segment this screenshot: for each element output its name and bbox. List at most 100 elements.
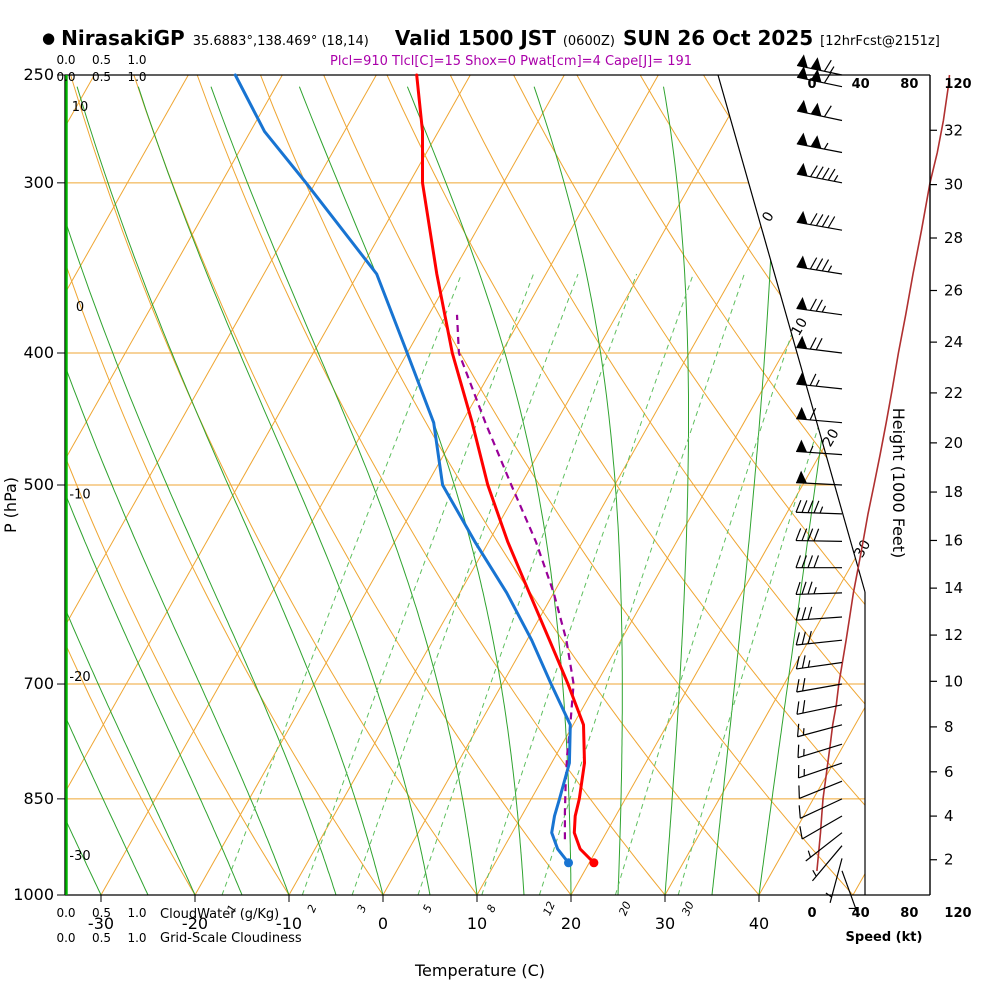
wind-barb-pennant bbox=[796, 470, 807, 484]
parcel-ascent-curve bbox=[455, 314, 575, 840]
wind-barb-full bbox=[813, 555, 820, 568]
cloudiness-scale-top-label: 1.0 bbox=[127, 70, 146, 84]
wind-barb-full bbox=[801, 500, 808, 513]
wind-barb-staff bbox=[829, 858, 843, 903]
moist-adiabat-line bbox=[65, 86, 196, 895]
dry-adiabat-label: -30 bbox=[69, 849, 90, 864]
mixing-ratio-label: 2 bbox=[305, 903, 320, 915]
wind-barb-staff bbox=[796, 266, 843, 275]
height-tick-label: 6 bbox=[944, 763, 954, 781]
mixing-ratio-label: 5 bbox=[420, 903, 435, 915]
cloudwater-scale-top-label: 0.0 bbox=[56, 53, 75, 67]
wind-barb-full bbox=[807, 528, 814, 541]
wind-barb-pennant bbox=[810, 102, 822, 117]
wind-barb-staff bbox=[796, 76, 843, 88]
moist-adiabat-line bbox=[711, 86, 776, 895]
cloudwater-scale-top-label: 1.0 bbox=[127, 53, 146, 67]
wind-barb-staff bbox=[799, 780, 843, 799]
surface-dewpoint-dot bbox=[564, 858, 574, 868]
wind-barb-full bbox=[821, 167, 830, 180]
moist-adiabat-line bbox=[210, 86, 478, 895]
wind-barb-full bbox=[807, 555, 814, 568]
speed-tick-label-top: 80 bbox=[900, 77, 918, 92]
pressure-tick-label: 850 bbox=[23, 789, 54, 808]
wind-barb-half bbox=[807, 850, 812, 858]
cloudiness-scale-bottom-label: 0.5 bbox=[92, 931, 111, 945]
dry-adiabat-label: 10 bbox=[72, 100, 89, 115]
wind-barb-half bbox=[802, 728, 805, 736]
wind-barb-pennant bbox=[796, 210, 808, 225]
cloudiness-axis-title: Grid-Scale Cloudiness bbox=[160, 931, 302, 946]
wind-barb-staff bbox=[797, 724, 843, 738]
wind-barb-staff bbox=[796, 346, 843, 354]
pressure-tick-label: 400 bbox=[23, 343, 54, 362]
wind-barb-staff bbox=[796, 639, 843, 646]
height-tick-label: 28 bbox=[944, 229, 963, 247]
dry-adiabat-label: -10 bbox=[69, 487, 90, 502]
height-tick-label: 12 bbox=[944, 626, 963, 644]
sounding-curves bbox=[233, 73, 599, 868]
wind-barb-full bbox=[809, 298, 817, 311]
wind-barb-staff bbox=[796, 616, 843, 621]
temperature-tick-label: -20 bbox=[182, 914, 208, 933]
wind-barb-full bbox=[795, 581, 801, 595]
wind-barb-full bbox=[815, 166, 824, 179]
wind-barb-half bbox=[813, 586, 817, 595]
wind-barb-full bbox=[801, 528, 808, 541]
wind-barb-pennant bbox=[796, 162, 808, 177]
wind-barb-full bbox=[823, 105, 832, 118]
wind-barb-pennant bbox=[797, 66, 808, 80]
wind-barb-full bbox=[797, 744, 800, 758]
wind-barb-full bbox=[802, 678, 806, 692]
pressure-tick-label: 300 bbox=[23, 173, 54, 192]
wind-barb-full bbox=[795, 499, 802, 513]
height-tick-label: 22 bbox=[944, 384, 963, 402]
valid-time: Valid 1500 JST bbox=[394, 26, 556, 50]
wind-barb-staff bbox=[796, 704, 843, 715]
wind-barb-full bbox=[815, 258, 824, 271]
cloudiness-scale-top-label: 0.5 bbox=[92, 70, 111, 84]
isotherm-line bbox=[664, 75, 865, 895]
wind-barb-half bbox=[815, 379, 820, 387]
wind-barb-full bbox=[821, 215, 830, 228]
height-tick-label: 16 bbox=[944, 531, 963, 549]
wind-barb-staff bbox=[796, 221, 843, 231]
pressure-tick-label: 700 bbox=[23, 674, 54, 693]
dry-adiabat-line bbox=[513, 75, 865, 895]
wind-barb-pennant bbox=[796, 335, 808, 349]
height-axis-title: Height (1000 Feet) bbox=[889, 408, 908, 559]
wind-barb-full bbox=[809, 373, 817, 386]
wind-barb-full bbox=[802, 700, 806, 714]
wind-barb-pennant bbox=[796, 372, 808, 386]
height-tick-label: 18 bbox=[944, 483, 963, 501]
wind-barb-full bbox=[809, 257, 818, 270]
speed-tick-label-bottom: 120 bbox=[944, 906, 971, 921]
speed-tick-label-bottom: 80 bbox=[900, 906, 918, 921]
temperature-tick-label: 30 bbox=[655, 914, 675, 933]
moist-adiabat-line bbox=[663, 86, 689, 895]
dry-adiabat-label: -20 bbox=[69, 670, 90, 685]
forecast-info: [12hrFcst@2151z] bbox=[820, 34, 940, 49]
chart-header: ● NirasakiGP 35.6883°,138.469° (18,14) Vali… bbox=[42, 26, 940, 50]
mixing-ratio-label: 20 bbox=[616, 900, 634, 918]
height-tick-label: 30 bbox=[944, 176, 963, 194]
isotherm-line bbox=[288, 75, 753, 895]
cloudwater-scale-bottom-label: 1.0 bbox=[127, 906, 146, 920]
wind-barb-full bbox=[798, 805, 801, 819]
mixing-ratio-line bbox=[677, 273, 865, 895]
height-tick-label: 32 bbox=[944, 121, 963, 139]
dry-adiabat-line bbox=[65, 75, 384, 895]
wind-barb-half bbox=[807, 660, 811, 668]
wind-barb-full bbox=[795, 632, 800, 646]
speed-tick-label-top: 120 bbox=[944, 77, 971, 92]
wind-barb-staff bbox=[805, 832, 843, 862]
valid-date: SUN 26 Oct 2025 bbox=[622, 26, 814, 50]
cloudwater-scale-top-label: 0.5 bbox=[92, 53, 111, 67]
wind-barb-pennant bbox=[796, 406, 808, 420]
wind-barb-full bbox=[809, 407, 817, 421]
wind-barb-staff bbox=[841, 870, 859, 915]
moist-adiabat-line bbox=[137, 86, 431, 895]
